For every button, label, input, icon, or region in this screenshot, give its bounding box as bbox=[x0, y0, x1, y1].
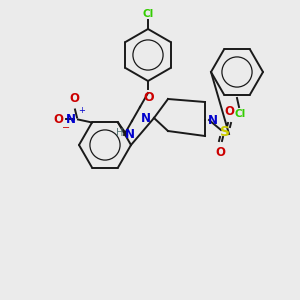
Text: S: S bbox=[220, 125, 230, 139]
Text: O: O bbox=[69, 92, 79, 106]
Text: N: N bbox=[125, 128, 135, 142]
Text: N: N bbox=[141, 112, 151, 124]
Text: O: O bbox=[144, 91, 154, 104]
Text: O: O bbox=[215, 146, 225, 159]
Text: O: O bbox=[53, 113, 63, 126]
Text: H: H bbox=[116, 128, 123, 138]
Text: Cl: Cl bbox=[234, 109, 246, 119]
Text: +: + bbox=[78, 106, 85, 116]
Text: N: N bbox=[66, 113, 76, 126]
Text: O: O bbox=[224, 105, 234, 118]
Text: N: N bbox=[208, 113, 218, 127]
Text: −: − bbox=[62, 124, 70, 134]
Text: Cl: Cl bbox=[142, 9, 154, 19]
